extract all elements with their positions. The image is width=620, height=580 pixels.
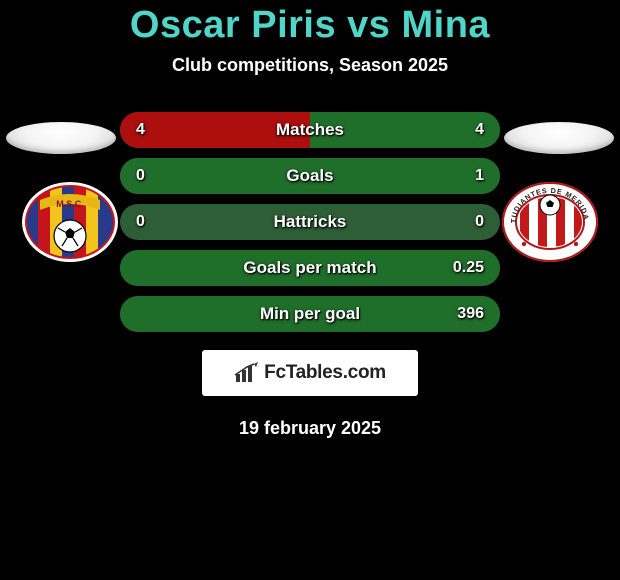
stat-row: Goals per match 0.25 (120, 250, 500, 286)
stat-row: 4 Matches 4 (120, 112, 500, 148)
date-label: 19 february 2025 (0, 418, 620, 439)
stat-value-right: 1 (475, 167, 484, 185)
stat-rows: 4 Matches 4 0 Goals 1 0 Hattricks 0 Goals per mat… (0, 112, 620, 332)
stat-value-left: 4 (136, 121, 145, 139)
stat-value-right: 0 (475, 213, 484, 231)
page-title: Oscar Piris vs Mina (0, 4, 620, 47)
stat-label: Matches (276, 120, 344, 140)
fctables-logo[interactable]: FcTables.com (202, 350, 418, 396)
bar-chart-icon (234, 362, 260, 384)
stat-row: Min per goal 396 (120, 296, 500, 332)
subtitle: Club competitions, Season 2025 (0, 55, 620, 76)
stat-value-right: 4 (475, 121, 484, 139)
logo-text: FcTables.com (264, 362, 386, 384)
stat-value-left: 0 (136, 167, 145, 185)
stat-label: Hattricks (274, 212, 347, 232)
comparison-card: Oscar Piris vs Mina Club competitions, S… (0, 0, 620, 580)
stat-value-right: 0.25 (453, 259, 484, 277)
stat-value-right: 396 (457, 305, 484, 323)
stat-label: Goals per match (243, 258, 376, 278)
stat-label: Goals (286, 166, 333, 186)
stat-label: Min per goal (260, 304, 360, 324)
stat-value-left: 0 (136, 213, 145, 231)
stat-row: 0 Goals 1 (120, 158, 500, 194)
stat-row: 0 Hattricks 0 (120, 204, 500, 240)
